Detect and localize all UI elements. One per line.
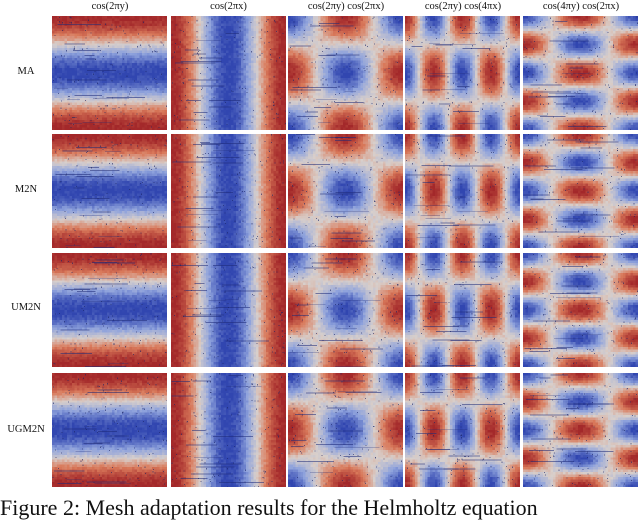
mesh-panel-um2n-col5 [523, 253, 638, 367]
mesh-panel-ma-col5 [523, 16, 638, 130]
mesh-panel-m2n-col2 [171, 134, 286, 248]
mesh-panel-ugm2n-col1 [52, 373, 167, 487]
mesh-panel-m2n-col4 [405, 134, 520, 248]
mesh-panel-m2n-col3 [288, 134, 403, 248]
mesh-panel-ma-col1 [52, 16, 167, 130]
row-label-um2n: UM2N [0, 302, 52, 313]
column-header-cos2piy: cos(2πy) [52, 0, 168, 14]
row-label-ugm2n: UGM2N [0, 424, 52, 435]
mesh-panel-ma-col4 [405, 16, 520, 130]
mesh-panel-um2n-col2 [171, 253, 286, 367]
mesh-panel-um2n-col4 [405, 253, 520, 367]
row-label-ma: MA [0, 66, 52, 77]
mesh-panel-ugm2n-col5 [523, 373, 638, 487]
mesh-panel-um2n-col1 [52, 253, 167, 367]
mesh-panel-ma-col2 [171, 16, 286, 130]
mesh-panel-ugm2n-col2 [171, 373, 286, 487]
column-header-cos2piy-cos2pix: cos(2πy) cos(2πx) [288, 0, 404, 14]
mesh-panel-um2n-col3 [288, 253, 403, 367]
mesh-panel-m2n-col1 [52, 134, 167, 248]
row-label-m2n: M2N [0, 184, 52, 195]
mesh-panel-ma-col3 [288, 16, 403, 130]
column-header-cos2piy-cos4pix: cos(2πy) cos(4πx) [405, 0, 521, 14]
figure-caption: Figure 2: Mesh adaptation results for th… [0, 495, 640, 521]
column-header-cos4piy-cos2pix: cos(4πy) cos(2πx) [523, 0, 639, 14]
column-header-cos2pix: cos(2πx) [171, 0, 286, 14]
mesh-panel-ugm2n-col3 [288, 373, 403, 487]
mesh-panel-m2n-col5 [523, 134, 638, 248]
mesh-panel-ugm2n-col4 [405, 373, 520, 487]
